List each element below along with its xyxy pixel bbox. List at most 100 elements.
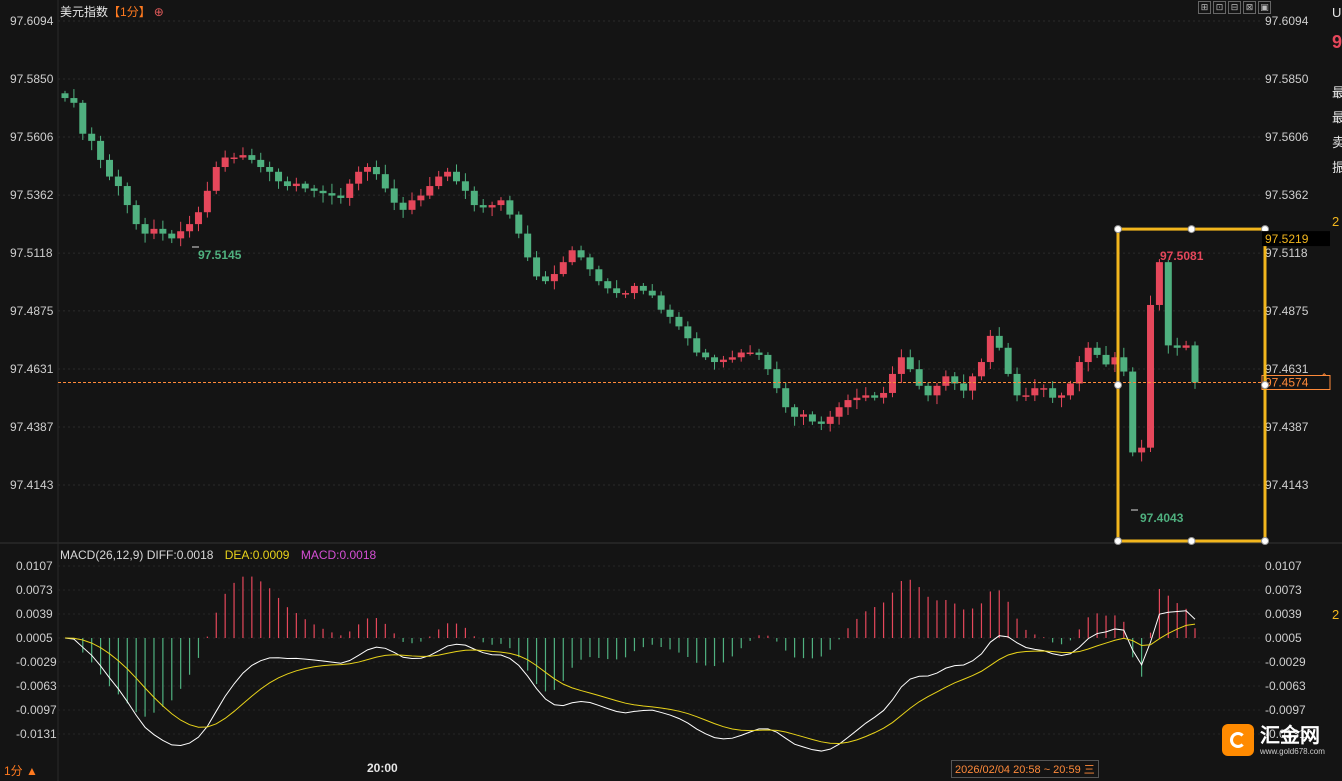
candle-body: [212, 167, 220, 191]
candle: [203, 181, 211, 218]
candle-body: [399, 202, 407, 210]
candle-body: [951, 376, 959, 384]
candle-body: [657, 295, 665, 310]
candle: [835, 402, 843, 425]
layout-icon[interactable]: ⊡: [1213, 1, 1226, 14]
macd-tick-right: -0.0029: [1265, 655, 1306, 669]
macd-tick-left: -0.0063: [16, 679, 57, 693]
candle-body: [114, 176, 122, 187]
candle: [666, 304, 674, 324]
candle: [168, 229, 176, 244]
candle-body: [310, 188, 318, 191]
candle: [888, 366, 896, 398]
price-tick-left: 97.5850: [10, 72, 54, 86]
candle-body: [853, 397, 861, 401]
candle-body: [177, 231, 185, 239]
side-panel-low-label: 最: [1332, 110, 1342, 125]
macd-dea-value: DEA:0.0009: [224, 548, 290, 562]
candle-body: [808, 414, 816, 422]
window-icon[interactable]: ⊠: [1243, 1, 1256, 14]
candle: [577, 245, 585, 261]
candle-body: [541, 276, 549, 282]
candle-body: [1093, 347, 1101, 355]
candle-body: [515, 214, 523, 234]
timeframe-label[interactable]: 【1分】: [108, 5, 151, 19]
candle-body: [550, 274, 558, 282]
candle: [737, 349, 745, 362]
candle: [755, 348, 763, 360]
price-tick-left: 97.5606: [10, 130, 54, 144]
candle: [194, 206, 202, 232]
candle-body: [595, 269, 603, 282]
candle-body: [444, 171, 452, 177]
candle-body: [577, 250, 585, 258]
candle: [524, 225, 532, 262]
candle: [1138, 439, 1146, 462]
price-tick-left: 97.4875: [10, 304, 54, 318]
candle: [728, 350, 736, 363]
candle: [408, 192, 416, 215]
candle-body: [915, 369, 923, 386]
fullscreen-icon[interactable]: ⊞: [1198, 1, 1211, 14]
macd-tick-right: -0.0097: [1265, 703, 1306, 717]
candle-body: [764, 354, 772, 370]
add-indicator-icon[interactable]: ⊕: [153, 5, 164, 19]
candle-body: [666, 309, 674, 317]
box-price-tag: [1262, 231, 1330, 247]
candle-body: [862, 395, 870, 398]
candle-body: [888, 373, 896, 393]
macd-tick-left: 0.0039: [16, 607, 53, 621]
macd-tick-left: -0.0097: [16, 703, 57, 717]
candle: [310, 184, 318, 198]
candle: [1129, 367, 1137, 457]
candle: [1173, 337, 1181, 356]
candle: [399, 196, 407, 218]
split-icon[interactable]: ⊟: [1228, 1, 1241, 14]
candle-body: [292, 183, 300, 187]
candle-body: [639, 285, 647, 291]
candle-body: [1173, 345, 1181, 348]
candle: [1084, 342, 1092, 372]
candle: [239, 147, 247, 160]
candle-body: [1084, 347, 1092, 363]
candle: [328, 183, 336, 205]
candle: [79, 100, 87, 140]
candle: [960, 374, 968, 399]
candle-body: [533, 257, 541, 277]
candle-body: [1013, 373, 1021, 396]
selection-handle: [1261, 381, 1269, 390]
selection-handle: [1114, 225, 1122, 234]
candle-body: [97, 140, 105, 160]
candle: [897, 349, 905, 383]
candle: [435, 170, 443, 190]
selection-handle: [1187, 537, 1196, 545]
candle-body: [1102, 354, 1110, 365]
candle-body: [782, 388, 790, 408]
candle: [1111, 352, 1119, 373]
candle: [470, 186, 478, 212]
candle: [70, 89, 78, 108]
candle-body: [826, 416, 834, 424]
up-arrow-icon: ▲: [26, 764, 38, 778]
candle-body: [702, 352, 710, 358]
candle: [915, 360, 923, 390]
bottom-timeframe[interactable]: 1分 ▲: [4, 764, 38, 778]
candle: [924, 382, 932, 402]
candle: [817, 416, 825, 431]
candle-body: [719, 359, 727, 363]
candle: [630, 282, 638, 300]
macd-tick-right: 0.0005: [1265, 631, 1302, 645]
side-panel-num: 2: [1332, 214, 1340, 229]
candle-body: [221, 157, 229, 168]
candle-body: [604, 281, 612, 289]
candle-body: [266, 167, 274, 172]
panel-icon[interactable]: ▣: [1258, 1, 1271, 14]
macd-tick-right: 0.0107: [1265, 559, 1302, 573]
macd-tick-right: 0.0039: [1265, 607, 1302, 621]
candle: [1004, 342, 1012, 377]
candle: [906, 349, 914, 373]
candle: [257, 152, 265, 173]
candle: [586, 253, 594, 276]
candle-body: [123, 186, 131, 206]
